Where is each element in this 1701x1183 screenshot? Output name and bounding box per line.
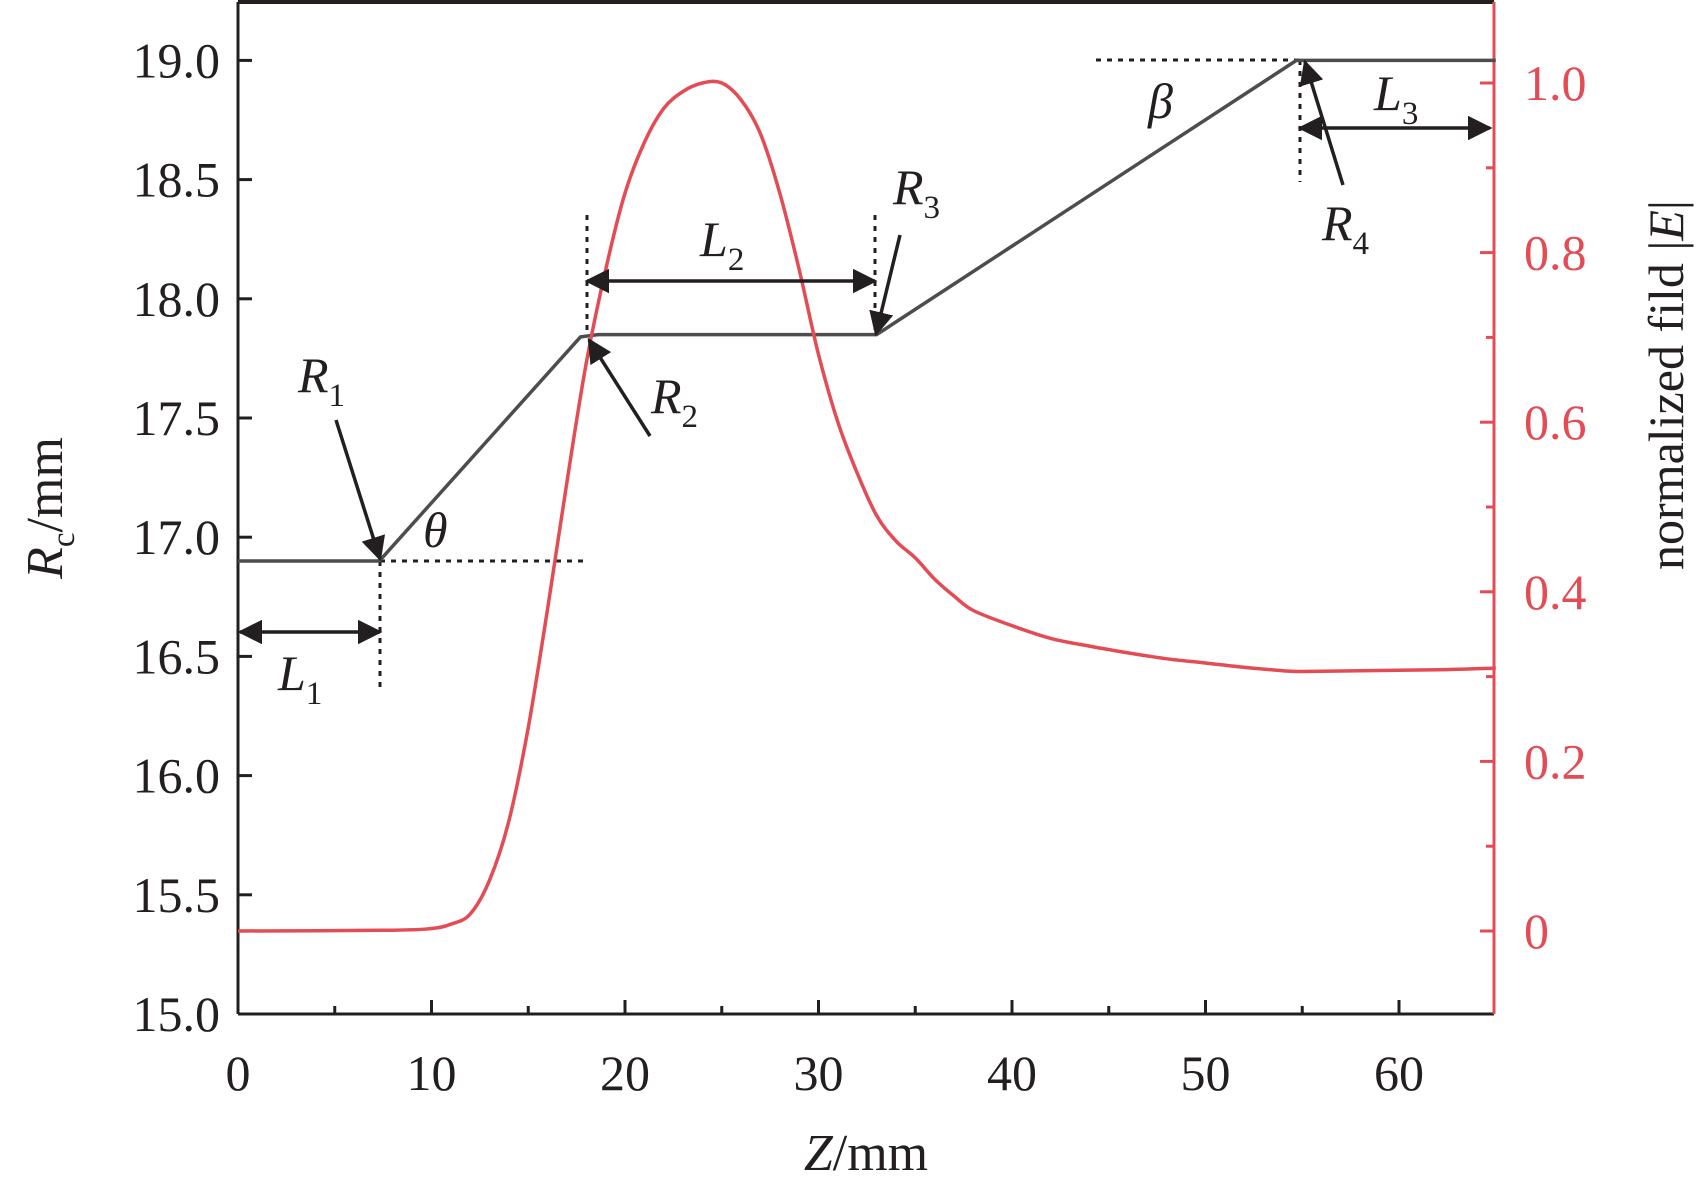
annotation-l2: L2 [699, 211, 744, 278]
annotation-r4: R4 [1321, 195, 1369, 262]
annotation-r2: R2 [650, 368, 698, 435]
y-left-tick-label: 16.0 [133, 748, 221, 804]
y-right-tick-label: 0 [1524, 903, 1549, 959]
x-tick-label: 60 [1374, 1045, 1424, 1101]
y-right-tick-label: 0.8 [1524, 225, 1587, 281]
y-axis-label-left: Rc/mm [17, 437, 82, 580]
y-left-tick-label: 18.0 [133, 271, 221, 327]
y-left-tick-label: 15.0 [133, 986, 221, 1042]
y-left-tick-label: 17.5 [133, 390, 221, 446]
y-right-tick-label: 0.4 [1524, 564, 1587, 620]
annotation-beta: β [1147, 73, 1173, 129]
field-series-line [237, 79, 1496, 933]
arrow-r4 [1299, 59, 1345, 186]
guide-lines [378, 58, 1302, 688]
annotation-l3: L3 [1373, 65, 1418, 132]
y-right-tick-label: 0.2 [1524, 733, 1587, 789]
y-left-tick-label: 15.5 [133, 867, 221, 923]
arrow-r1 [334, 419, 386, 562]
y-right-tick-label: 1.0 [1524, 55, 1587, 111]
x-axis-label: Z/mm [804, 1125, 928, 1182]
annotation-l1: L1 [277, 645, 322, 712]
annotation-r3: R3 [892, 159, 940, 226]
annotation-theta: θ [423, 502, 448, 558]
y-left-tick-label: 16.5 [133, 628, 221, 684]
y-left-tick-label: 17.0 [133, 509, 221, 565]
y-left-tick-label: 19.0 [133, 32, 221, 88]
x-tick-label: 50 [1181, 1045, 1231, 1101]
x-tick-label: 20 [600, 1045, 650, 1101]
x-tick-label: 0 [226, 1045, 251, 1101]
y-axis-label-right: normalized fild |E| [1638, 200, 1694, 570]
left-ticks: 15.0 15.5 16.0 16.5 17.0 17.5 18.0 18.5 19.0 [133, 32, 252, 1042]
annotation-r1: R1 [297, 347, 345, 414]
x-tick-label: 40 [987, 1045, 1037, 1101]
arrow-r3 [869, 234, 902, 337]
x-tick-label: 10 [407, 1045, 457, 1101]
y-left-tick-label: 18.5 [133, 152, 221, 208]
annotation-arrows [237, 59, 1493, 645]
right-ticks: 0 0.2 0.4 0.6 0.8 1.0 [1480, 55, 1587, 959]
profile-series-line [238, 58, 1496, 563]
y-right-tick-label: 0.6 [1524, 394, 1587, 450]
bottom-ticks: 0 10 20 30 40 50 60 [226, 1000, 1424, 1101]
arrow-r2 [587, 337, 652, 437]
x-tick-label: 30 [794, 1045, 844, 1101]
